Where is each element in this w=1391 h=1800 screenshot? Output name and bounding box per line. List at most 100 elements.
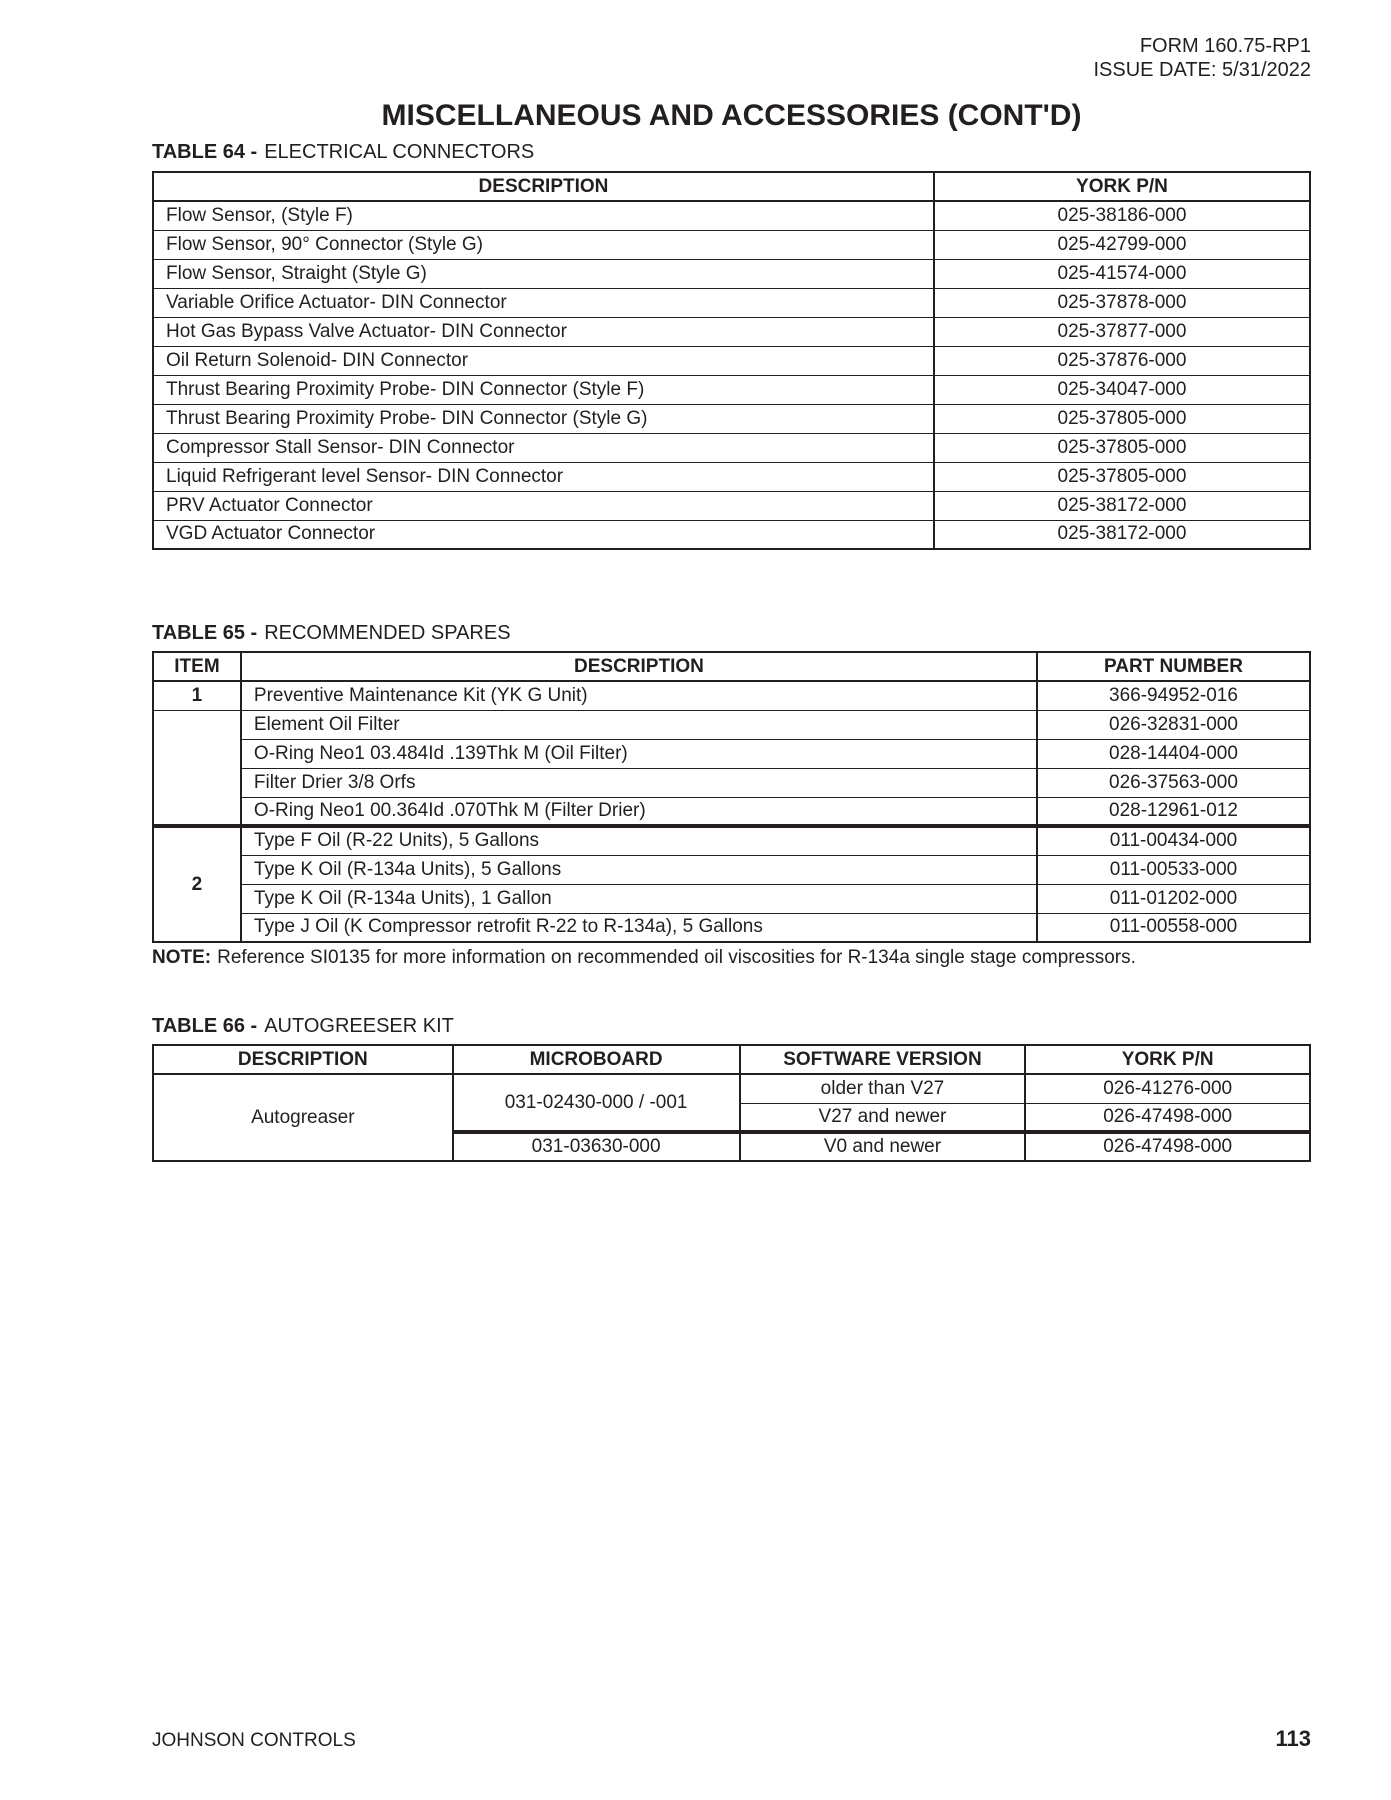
description-cell: Filter Drier 3/8 Orfs: [239, 767, 1038, 798]
part-number-cell: 025-41574-000: [932, 258, 1312, 289]
part-number-cell: 366-94952-016: [1035, 680, 1312, 711]
footer-company: JOHNSON CONTROLS: [152, 1730, 356, 1751]
description-cell: Variable Orifice Actuator- DIN Connector: [152, 287, 935, 318]
description-cell: Liquid Refrigerant level Sensor- DIN Con…: [152, 461, 935, 492]
part-number-cell: 026-41276-000: [1024, 1073, 1311, 1104]
note: NOTE: Reference SI0135 for more informati…: [152, 947, 1311, 969]
footer-page-number: 113: [1275, 1726, 1312, 1751]
part-number-cell: 025-42799-000: [932, 229, 1312, 260]
table-row: Type K Oil (R-134a Units), 1 Gallon 011-…: [153, 883, 1312, 914]
part-number-cell: 025-38172-000: [932, 519, 1312, 550]
table-row: Hot Gas Bypass Valve Actuator- DIN Conne…: [152, 316, 1312, 347]
description-cell: Compressor Stall Sensor- DIN Connector: [152, 432, 935, 463]
part-number-cell: 011-01202-000: [1035, 883, 1312, 914]
part-number-cell: 026-32831-000: [1035, 709, 1312, 740]
description-cell: Thrust Bearing Proximity Probe- DIN Conn…: [152, 374, 935, 405]
table-row: Flow Sensor, (Style F) 025-38186-000: [152, 200, 1312, 231]
description-cell: Preventive Maintenance Kit (YK G Unit): [239, 680, 1038, 711]
description-cell: Autogreaser: [152, 1073, 454, 1162]
table-row: O-Ring Neo1 00.364Id .070Thk M (Filter D…: [153, 796, 1312, 827]
table-electrical-connectors: DESCRIPTION YORK P/N Flow Sensor, (Style…: [152, 171, 1312, 550]
description-cell: Oil Return Solenoid- DIN Connector: [152, 345, 935, 376]
table-row: Autogreaser 031-02430-000 / -001 older t…: [152, 1073, 1311, 1162]
microboard-cell: 031-03630-000: [451, 1130, 741, 1162]
table-row: Variable Orifice Actuator- DIN Connector…: [152, 287, 1312, 318]
item-cell: 1: [152, 680, 242, 711]
part-number-cell: 025-37805-000: [932, 432, 1312, 463]
table-row: O-Ring Neo1 03.484Id .139Thk M (Oil Filt…: [153, 738, 1312, 769]
column-header-york-pn: YORK P/N: [1024, 1044, 1311, 1075]
description-cell: Element Oil Filter: [239, 709, 1038, 740]
description-cell: VGD Actuator Connector: [152, 519, 935, 550]
table-recommended-spares: ITEM DESCRIPTION PART NUMBER 1 Preventiv…: [152, 651, 1312, 943]
table65-caption-number: TABLE 65 -: [152, 622, 258, 644]
part-number-cell: 025-37878-000: [932, 287, 1312, 318]
part-number-cell: 025-37805-000: [932, 403, 1312, 434]
description-cell: Flow Sensor, (Style F): [152, 200, 935, 231]
document-footer: JOHNSON CONTROLS 113: [152, 1726, 1311, 1752]
table-row: Oil Return Solenoid- DIN Connector 025-37…: [152, 345, 1312, 376]
description-cell: Flow Sensor, 90° Connector (Style G): [152, 229, 935, 260]
table66-caption-text: AUTOGREESER KIT: [264, 1015, 454, 1037]
part-number-cell: 026-47498-000: [1024, 1130, 1311, 1162]
table-header-row: ITEM DESCRIPTION PART NUMBER: [152, 651, 1312, 682]
page-title: MISCELLANEOUS AND ACCESSORIES (CONT'D): [381, 99, 1082, 132]
part-number-cell: 026-47498-000: [1024, 1102, 1311, 1133]
table-row: 031-03630-000 V0 and newer 026-47498-000: [153, 1130, 1311, 1162]
description-cell: O-Ring Neo1 00.364Id .070Thk M (Filter D…: [239, 796, 1038, 827]
part-number-cell: 028-14404-000: [1035, 738, 1312, 769]
part-number-cell: 028-12961-012: [1035, 796, 1312, 827]
description-cell: Type K Oil (R-134a Units), 5 Gallons: [239, 854, 1038, 885]
column-header-york-pn: YORK P/N: [932, 171, 1312, 202]
table-row: 1 Preventive Maintenance Kit (YK G Unit)…: [152, 680, 1312, 711]
table-row: Type K Oil (R-134a Units), 5 Gallons 011…: [153, 854, 1312, 885]
part-number-cell: 025-37805-000: [932, 461, 1312, 492]
table-header-row: DESCRIPTION MICROBOARD SOFTWARE VERSION …: [152, 1044, 1311, 1075]
software-version-cell: V27 and newer: [738, 1102, 1027, 1133]
column-header-description: DESCRIPTION: [152, 1044, 454, 1075]
document-header: FORM 160.75-RP1 ISSUE DATE: 5/31/2022: [1093, 34, 1311, 82]
description-cell: Hot Gas Bypass Valve Actuator- DIN Conne…: [152, 316, 935, 347]
item-cell: 2: [152, 824, 242, 943]
microboard-cell: 031-02430-000 / -001: [451, 1073, 741, 1133]
issue-date: ISSUE DATE: 5/31/2022: [1093, 59, 1311, 81]
table-row: Flow Sensor, Straight (Style G) 025-41574…: [152, 258, 1312, 289]
table-row: Liquid Refrigerant level Sensor- DIN Con…: [152, 461, 1312, 492]
table-row: Element Oil Filter 026-32831-000: [152, 709, 1312, 827]
table-row: VGD Actuator Connector 025-38172-000: [152, 519, 1312, 550]
description-cell: Flow Sensor, Straight (Style G): [152, 258, 935, 289]
table-row: PRV Actuator Connector 025-38172-000: [152, 490, 1312, 521]
software-version-cell: older than V27: [738, 1073, 1027, 1104]
part-number-cell: 025-37876-000: [932, 345, 1312, 376]
description-cell: Type K Oil (R-134a Units), 1 Gallon: [239, 883, 1038, 914]
table-autogreeser-kit: DESCRIPTION MICROBOARD SOFTWARE VERSION …: [152, 1044, 1311, 1162]
item-cell-empty: [152, 709, 242, 827]
table64-caption: TABLE 64 - ELECTRICAL CONNECTORS: [152, 141, 534, 164]
description-cell: O-Ring Neo1 03.484Id .139Thk M (Oil Filt…: [239, 738, 1038, 769]
column-header-software-version: SOFTWARE VERSION: [738, 1044, 1027, 1075]
table-row: Type J Oil (K Compressor retrofit R-22 t…: [153, 912, 1312, 943]
table65-caption-text: RECOMMENDED SPARES: [264, 622, 511, 644]
note-text: Reference SI0135 for more information on…: [217, 947, 1136, 968]
table-row: Thrust Bearing Proximity Probe- DIN Conn…: [152, 403, 1312, 434]
table65-caption: TABLE 65 - RECOMMENDED SPARES: [152, 622, 511, 645]
description-cell: PRV Actuator Connector: [152, 490, 935, 521]
note-label: NOTE:: [152, 947, 212, 968]
table66-caption: TABLE 66 - AUTOGREESER KIT: [152, 1015, 454, 1038]
table-row: Thrust Bearing Proximity Probe- DIN Conn…: [152, 374, 1312, 405]
description-cell: Thrust Bearing Proximity Probe- DIN Conn…: [152, 403, 935, 434]
table-row: Flow Sensor, 90° Connector (Style G) 025-…: [152, 229, 1312, 260]
description-cell: Type J Oil (K Compressor retrofit R-22 t…: [239, 912, 1038, 943]
table-row: Filter Drier 3/8 Orfs 026-37563-000: [153, 767, 1312, 798]
part-number-cell: 025-34047-000: [932, 374, 1312, 405]
form-number: FORM 160.75-RP1: [1139, 35, 1311, 57]
part-number-cell: 011-00533-000: [1035, 854, 1312, 885]
part-number-cell: 025-37877-000: [932, 316, 1312, 347]
column-header-description: DESCRIPTION: [152, 171, 935, 202]
column-header-part-number: PART NUMBER: [1035, 651, 1312, 682]
software-version-cell: V0 and newer: [738, 1130, 1027, 1162]
table-row: 2 Type F Oil (R-22 Units), 5 Gallons 011…: [152, 824, 1312, 943]
table64-caption-number: TABLE 64 -: [152, 141, 258, 163]
table64-caption-text: ELECTRICAL CONNECTORS: [264, 141, 535, 163]
table-header-row: DESCRIPTION YORK P/N: [152, 171, 1312, 202]
